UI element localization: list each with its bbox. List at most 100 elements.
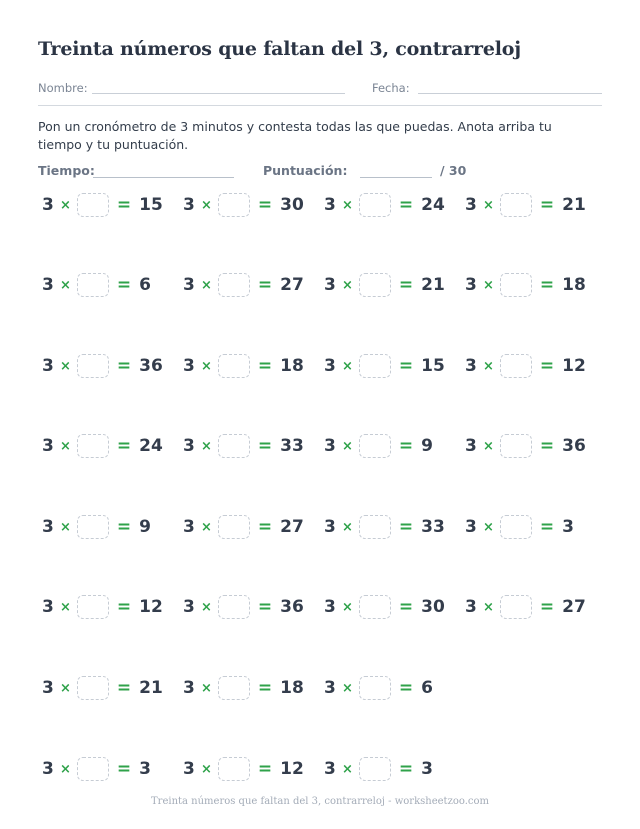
answer-box[interactable] xyxy=(499,595,532,619)
time-field[interactable] xyxy=(93,177,234,178)
answer-box[interactable] xyxy=(217,273,250,297)
answer-box[interactable] xyxy=(217,354,250,378)
product: 30 xyxy=(280,195,304,215)
equals-sign: = xyxy=(539,356,555,376)
product: 27 xyxy=(280,517,304,537)
equals-sign: = xyxy=(257,759,273,779)
score-field[interactable] xyxy=(360,177,432,178)
answer-box[interactable] xyxy=(217,676,250,700)
answer-box[interactable] xyxy=(499,273,532,297)
equals-sign: = xyxy=(398,275,414,295)
answer-box[interactable] xyxy=(358,595,391,619)
product: 36 xyxy=(562,436,586,456)
answer-box[interactable] xyxy=(76,434,109,458)
answer-box[interactable] xyxy=(217,595,250,619)
answer-box[interactable] xyxy=(76,193,109,217)
problem-item: 3 × = 12 xyxy=(465,351,586,381)
name-field[interactable] xyxy=(92,93,345,94)
problem-item: 3 × = 15 xyxy=(42,190,163,220)
date-field[interactable] xyxy=(418,93,602,94)
times-sign: × xyxy=(483,358,494,374)
factor: 3 xyxy=(465,517,477,537)
equals-sign: = xyxy=(398,436,414,456)
footer: Treinta números que faltan del 3, contra… xyxy=(151,796,489,807)
answer-box[interactable] xyxy=(76,515,109,539)
answer-box[interactable] xyxy=(358,273,391,297)
equals-sign: = xyxy=(116,356,132,376)
answer-box[interactable] xyxy=(217,515,250,539)
problem-item: 3 × = 3 xyxy=(324,754,433,784)
answer-box[interactable] xyxy=(358,193,391,217)
product: 21 xyxy=(139,678,163,698)
problem-item: 3 × = 33 xyxy=(324,512,445,542)
answer-box[interactable] xyxy=(76,676,109,700)
answer-box[interactable] xyxy=(76,354,109,378)
factor: 3 xyxy=(324,356,336,376)
instructions: Pon un cronómetro de 3 minutos y contest… xyxy=(38,119,552,152)
product: 21 xyxy=(421,275,445,295)
times-sign: × xyxy=(483,519,494,535)
answer-box[interactable] xyxy=(358,354,391,378)
answer-box[interactable] xyxy=(499,515,532,539)
problem-item: 3 × = 21 xyxy=(42,673,163,703)
factor: 3 xyxy=(324,759,336,779)
answer-box[interactable] xyxy=(217,434,250,458)
factor: 3 xyxy=(42,436,54,456)
time-label: Tiempo: xyxy=(38,163,95,178)
factor: 3 xyxy=(183,759,195,779)
times-sign: × xyxy=(342,277,353,293)
answer-box[interactable] xyxy=(358,676,391,700)
equals-sign: = xyxy=(398,517,414,537)
factor: 3 xyxy=(42,597,54,617)
answer-box[interactable] xyxy=(499,193,532,217)
problem-item: 3 × = 9 xyxy=(324,431,433,461)
answer-box[interactable] xyxy=(358,434,391,458)
problem-item: 3 × = 18 xyxy=(183,351,304,381)
factor: 3 xyxy=(465,356,477,376)
times-sign: × xyxy=(342,761,353,777)
times-sign: × xyxy=(201,197,212,213)
product: 27 xyxy=(280,275,304,295)
problem-item: 3 × = 15 xyxy=(324,351,445,381)
equals-sign: = xyxy=(116,275,132,295)
product: 33 xyxy=(280,436,304,456)
answer-box[interactable] xyxy=(76,273,109,297)
times-sign: × xyxy=(201,680,212,696)
equals-sign: = xyxy=(116,517,132,537)
answer-box[interactable] xyxy=(358,515,391,539)
equals-sign: = xyxy=(257,678,273,698)
answer-box[interactable] xyxy=(499,434,532,458)
factor: 3 xyxy=(465,195,477,215)
times-sign: × xyxy=(342,358,353,374)
problem-item: 3 × = 24 xyxy=(42,431,163,461)
answer-box[interactable] xyxy=(358,757,391,781)
times-sign: × xyxy=(201,358,212,374)
times-sign: × xyxy=(201,519,212,535)
problem-item: 3 × = 27 xyxy=(465,592,586,622)
factor: 3 xyxy=(183,195,195,215)
problem-item: 3 × = 3 xyxy=(465,512,574,542)
product: 12 xyxy=(139,597,163,617)
product: 24 xyxy=(421,195,445,215)
answer-box[interactable] xyxy=(499,354,532,378)
times-sign: × xyxy=(483,197,494,213)
problem-item: 3 × = 27 xyxy=(183,270,304,300)
answer-box[interactable] xyxy=(76,595,109,619)
times-sign: × xyxy=(60,519,71,535)
factor: 3 xyxy=(324,275,336,295)
times-sign: × xyxy=(483,277,494,293)
problem-item: 3 × = 33 xyxy=(183,431,304,461)
factor: 3 xyxy=(324,517,336,537)
factor: 3 xyxy=(324,678,336,698)
name-label: Nombre: xyxy=(38,81,88,95)
problem-item: 3 × = 9 xyxy=(42,512,151,542)
times-sign: × xyxy=(60,358,71,374)
times-sign: × xyxy=(483,438,494,454)
times-sign: × xyxy=(201,761,212,777)
answer-box[interactable] xyxy=(217,193,250,217)
answer-box[interactable] xyxy=(217,757,250,781)
times-sign: × xyxy=(60,680,71,696)
answer-box[interactable] xyxy=(76,757,109,781)
problem-item: 3 × = 6 xyxy=(324,673,433,703)
problem-item: 3 × = 21 xyxy=(324,270,445,300)
